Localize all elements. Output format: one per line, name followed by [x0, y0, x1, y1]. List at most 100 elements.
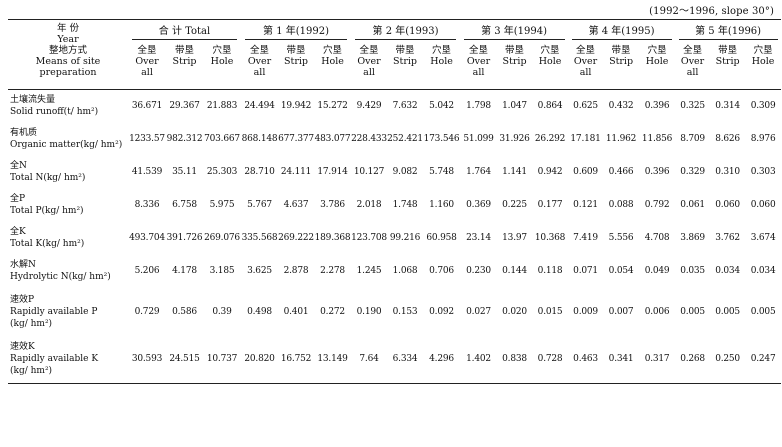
table-cell: 7.419 [573, 233, 598, 243]
table-cell: 123.708 [351, 233, 387, 243]
table-cell: 1.798 [466, 101, 491, 112]
table-cell: 1233.57 [129, 134, 165, 144]
table-cell: 0.190 [356, 306, 382, 317]
table-cell: 1.047 [502, 101, 527, 112]
group-header-year-2: 第 2 年(1993) [351, 19, 461, 41]
table-cell: 0.247 [745, 335, 782, 384]
table-cell: 0.005 [715, 306, 740, 317]
subheader-strip: 带垦 Strip [278, 41, 315, 90]
table-cell: 0.009 [573, 306, 598, 317]
table-cell: 0.118 [537, 266, 563, 276]
table-cell: 0.396 [644, 167, 670, 177]
table-cell: 868.148 [241, 134, 278, 144]
table-cell: 0.310 [715, 167, 740, 177]
table-cell: 335.568 [241, 233, 278, 243]
table-cell: 99.216 [389, 233, 421, 243]
row-label: 全N Total N(kg/ hm²) [10, 161, 86, 183]
table-cell: 6.334 [387, 335, 424, 384]
table-cell: 228.433 [351, 134, 387, 144]
table-cell: 0.942 [537, 167, 563, 177]
table-cell: 3.762 [715, 233, 740, 243]
table-cell: 9.429 [356, 101, 382, 112]
row-label: 速效K Rapidly available K (kg/ hm²) [8, 335, 128, 384]
table-cell: 0.432 [608, 101, 634, 112]
table-cell: 17.914 [317, 167, 348, 177]
table-cell: 2.018 [356, 200, 382, 210]
table-cell: 0.39 [212, 306, 232, 317]
table-cell: 3.869 [680, 233, 705, 243]
table-cell: 0.153 [392, 306, 418, 317]
table-row: 水解N Hydrolytic N(kg/ hm²) 5.206 4.178 3.185 3… [8, 255, 781, 288]
table-cell: 4.178 [172, 266, 197, 276]
table-cell: 0.007 [608, 306, 634, 317]
table-cell: 0.225 [502, 200, 527, 210]
table-cell: 29.367 [169, 101, 200, 112]
table-cell: 391.726 [166, 233, 203, 243]
subheader-overall: 全垦 Over all [460, 41, 498, 90]
table-cell: 19.942 [280, 101, 312, 112]
table-cell: 17.181 [570, 134, 601, 144]
table-cell: 25.303 [206, 167, 238, 177]
table-cell: 0.015 [537, 306, 563, 317]
table-row: 全N Total N(kg/ hm²) 41.539 35.11 25.303 28.71… [8, 156, 781, 189]
table-cell: 0.121 [573, 200, 598, 210]
table-cell: 0.728 [532, 335, 569, 384]
table-cell: 24.515 [166, 335, 203, 384]
table-cell: 60.958 [426, 233, 457, 243]
table-cell: 0.020 [502, 306, 527, 317]
subheader-strip: 带垦 Strip [497, 41, 533, 90]
table-cell: 4.708 [644, 233, 670, 243]
table-cell: 0.054 [608, 266, 634, 276]
table-cell: 0.230 [466, 266, 491, 276]
table-cell: 9.082 [392, 167, 418, 177]
subheader-overall: 全垦 Over all [128, 41, 166, 90]
table-row: 速效P Rapidly available P (kg/ hm²) 0.729 0.58… [8, 288, 781, 336]
table-cell: 269.076 [204, 233, 240, 243]
table-cell: 11.962 [605, 134, 637, 144]
table-cell: 3.786 [320, 200, 345, 210]
table-cell: 5.748 [429, 167, 454, 177]
subheader-hole: 穴垦 Hole [745, 41, 782, 90]
table-cell: 0.006 [644, 306, 670, 317]
table-cell: 0.329 [680, 167, 705, 177]
table-cell: 0.005 [680, 306, 705, 317]
table-row: 土壤流失量 Solid runoff(t/ hm²) 36.671 29.367 21.… [8, 90, 781, 123]
table-cell: 1.141 [502, 167, 527, 177]
table-cell: 24.494 [244, 101, 275, 112]
table-caption: (1992～1996, slope 30°) [649, 6, 774, 17]
row-label: 全P Total P(kg/ hm²) [10, 194, 84, 216]
table-cell: 0.034 [715, 266, 740, 276]
table-cell: 5.767 [247, 200, 272, 210]
table-cell: 8.976 [750, 134, 776, 144]
table-cell: 4.296 [423, 335, 461, 384]
table-cell: 0.272 [320, 306, 345, 317]
table-cell: 269.222 [278, 233, 314, 243]
table-cell: 5.556 [608, 233, 634, 243]
table-cell: 1.160 [429, 200, 454, 210]
table-cell: 31.926 [499, 134, 530, 144]
table-cell: 28.710 [244, 167, 275, 177]
subheader-hole: 穴垦 Hole [203, 41, 242, 90]
table-cell: 0.177 [537, 200, 563, 210]
table-cell: 0.088 [608, 200, 634, 210]
group-header-year-1: 第 1 年(1992) [241, 19, 352, 41]
row-label: 有机质 Organic matter(kg/ hm²) [10, 128, 123, 150]
table-cell: 3.185 [209, 266, 235, 276]
table-cell: 36.671 [131, 101, 163, 112]
table-cell: 26.292 [534, 134, 566, 144]
table-cell: 982.312 [166, 134, 203, 144]
subheader-overall: 全垦 Over all [568, 41, 604, 90]
table-cell: 7.64 [351, 335, 388, 384]
table-cell: 0.314 [715, 101, 740, 112]
table-cell: 189.368 [314, 233, 351, 243]
subheader-overall: 全垦 Over all [241, 41, 279, 90]
table-cell: 1.764 [466, 167, 491, 177]
subheader-strip: 带垦 Strip [387, 41, 424, 90]
table-cell: 252.421 [387, 134, 423, 144]
table-cell: 8.336 [134, 200, 160, 210]
group-header-total: 合 计 Total [128, 19, 242, 41]
table-cell: 0.268 [675, 335, 711, 384]
table-cell: 0.071 [573, 266, 598, 276]
table-cell: 0.466 [608, 167, 634, 177]
table-cell: 0.706 [429, 266, 454, 276]
